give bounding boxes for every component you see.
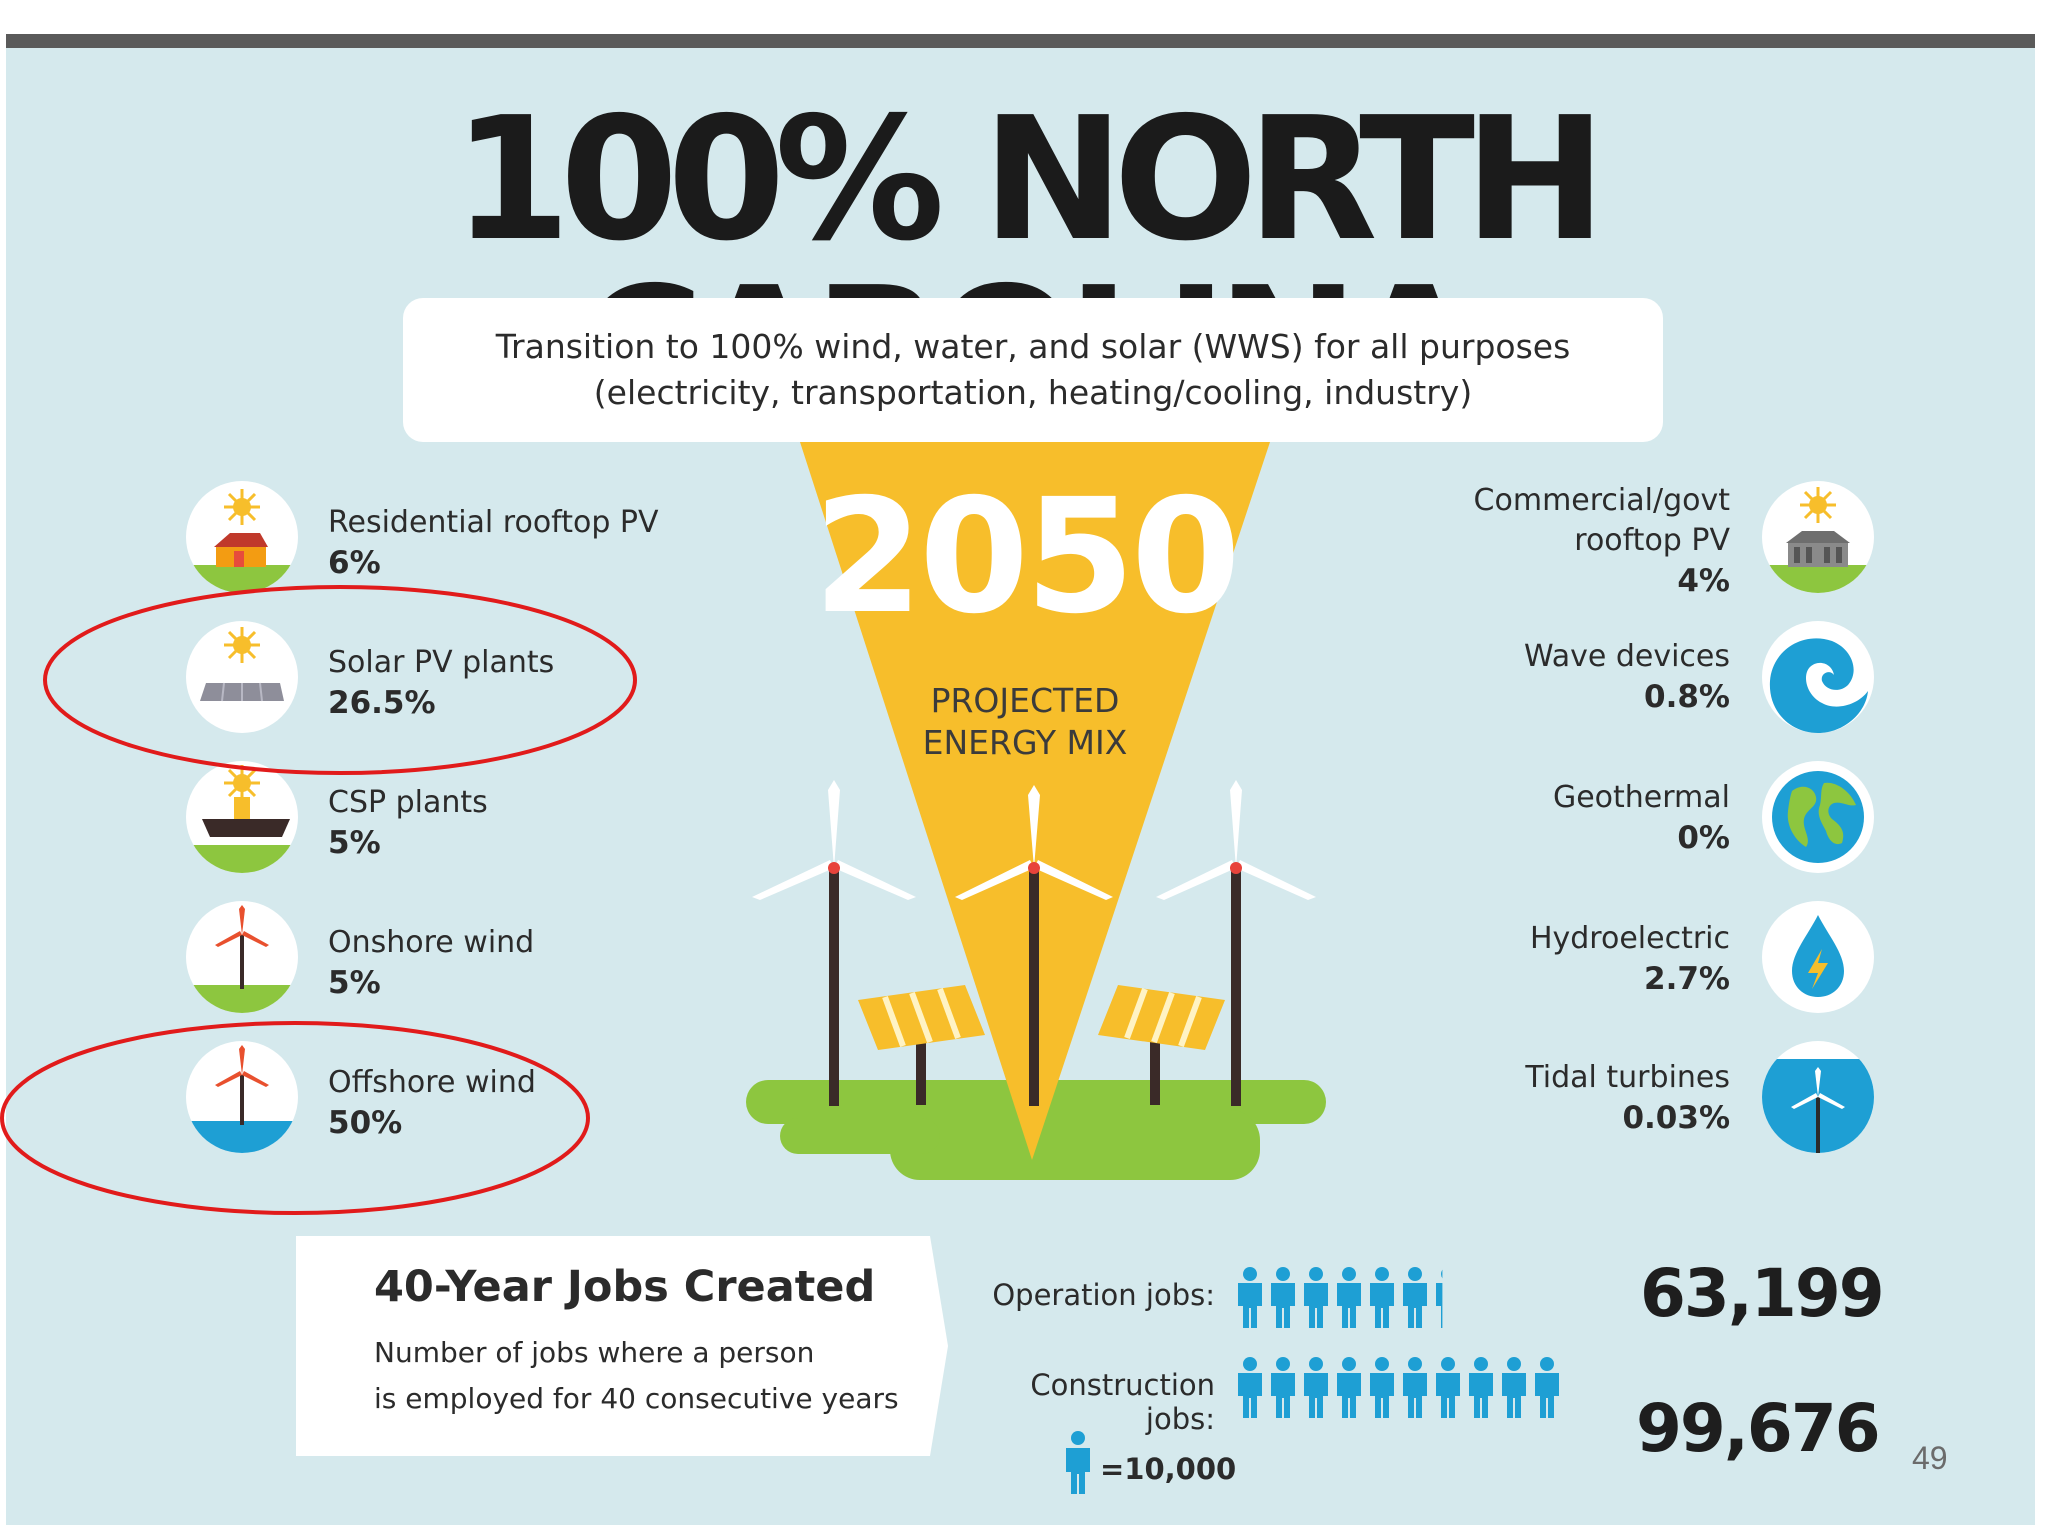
source-name: Tidal turbines [1525,1060,1730,1095]
construction-jobs-value: 99,676 [1636,1390,1881,1467]
source-wave-devices: Wave devices 0.8% [1330,637,1730,717]
person-figure-icon [1502,1357,1526,1418]
source-percent: 5% [328,965,381,1001]
source-percent: 0% [1677,820,1730,856]
source-percent: 5% [328,825,381,861]
jobs-box [296,1236,948,1456]
subtitle-line-1: Transition to 100% wind, water, and sola… [495,327,1571,366]
subtitle-box: Transition to 100% wind, water, and sola… [403,298,1663,442]
commercial-building-solar-icon [1762,481,1874,593]
person-figure-icon [1403,1267,1427,1328]
operation-jobs-label: Operation jobs: [992,1278,1215,1312]
source-onshore-wind: Onshore wind 5% [328,923,534,1003]
source-hydroelectric: Hydroelectric 2.7% [1330,919,1730,999]
construction-jobs-figures [1238,1357,1559,1418]
wind-turbine-right-icon [1156,780,1316,1106]
source-name: Solar PV plants [328,645,555,680]
person-figure-icon [1238,1267,1262,1328]
solar-panel-right-icon [1098,985,1225,1105]
jobs-description: Number of jobs where a person is employe… [374,1330,914,1422]
person-figure-icon [1403,1357,1427,1418]
source-percent: 2.7% [1644,961,1730,997]
subtitle-line-2: (electricity, transportation, heating/co… [593,373,1473,412]
source-name: Commercial/govt [1473,483,1730,518]
source-offshore-wind: Offshore wind 50% [328,1063,536,1143]
source-percent: 4% [1677,563,1730,599]
person-figure-icon [1337,1267,1361,1328]
source-solar-pv-plants: Solar PV plants 26.5% [328,643,554,723]
projected-line-2: ENERGY MIX [922,723,1128,762]
person-figure-icon [1304,1267,1328,1328]
operation-jobs-figures [1238,1267,1443,1328]
source-name: Geothermal [1552,780,1730,815]
person-legend-icon [1066,1431,1090,1494]
source-name: Onshore wind [328,925,535,960]
source-percent: 50% [328,1105,403,1141]
wind-turbine-center-icon [955,785,1113,1106]
water-drop-icon [1762,901,1874,1013]
person-figure-icon [1469,1357,1493,1418]
person-figure-icon [1304,1357,1328,1418]
source-csp-plants: CSP plants 5% [328,783,488,863]
source-name: Offshore wind [328,1065,536,1100]
source-name: CSP plants [328,785,488,820]
wave-icon [1762,621,1874,733]
wind-turbine-left-icon [752,780,916,1106]
person-figure-icon [1535,1357,1559,1418]
person-legend-label: =10,000 [1100,1452,1237,1486]
source-percent: 0.03% [1622,1100,1730,1136]
projected-energy-mix-label: PROJECTED ENERGY MIX [860,680,1190,764]
source-name: Residential rooftop PV [328,505,659,540]
onshore-wind-icon [186,901,298,1013]
source-percent: 0.8% [1644,679,1730,715]
person-figure-icon [1436,1269,1443,1328]
source-residential-rooftop-pv: Residential rooftop PV 6% [328,503,659,583]
annotation-circle-offshore-wind [0,1021,590,1215]
jobs-desc-line-2: is employed for 40 consecutive years [374,1382,899,1415]
tidal-turbine-icon [1762,1041,1874,1153]
person-figure-icon [1337,1357,1361,1418]
operation-jobs-value: 63,199 [1640,1255,1885,1332]
jobs-desc-line-1: Number of jobs where a person [374,1336,815,1369]
construction-jobs-label: Construction jobs: [1030,1368,1215,1436]
source-name: Wave devices [1523,639,1730,674]
annotation-circle-solar-pv [43,585,637,775]
source-geothermal: Geothermal 0% [1330,778,1730,858]
source-tidal-turbines: Tidal turbines 0.03% [1330,1058,1730,1138]
source-name-line-2: rooftop PV [1574,523,1730,558]
person-figure-icon [1370,1357,1394,1418]
source-commercial-govt-rooftop-pv: Commercial/govt rooftop PV 4% [1330,481,1730,601]
ground-icon [746,1080,1326,1180]
jobs-title: 40-Year Jobs Created [374,1262,876,1312]
source-name: Hydroelectric [1529,921,1730,956]
csp-plant-icon [186,761,298,873]
source-percent: 6% [328,545,381,581]
top-bar [6,34,2035,48]
source-percent: 26.5% [328,685,436,721]
person-figure-icon [1436,1357,1460,1418]
person-figure-icon [1238,1357,1262,1418]
person-figure-icon [1271,1357,1295,1418]
person-figure-icon [1271,1267,1295,1328]
offshore-wind-icon [186,1041,298,1153]
page-number: 49 [1912,1440,1948,1476]
person-figure-icon [1370,1267,1394,1328]
globe-icon [1762,761,1874,873]
projected-line-1: PROJECTED [930,681,1120,720]
solar-panel-icon [186,621,298,733]
solar-panel-left-icon [858,985,985,1105]
year-label: 2050 [813,465,1241,649]
